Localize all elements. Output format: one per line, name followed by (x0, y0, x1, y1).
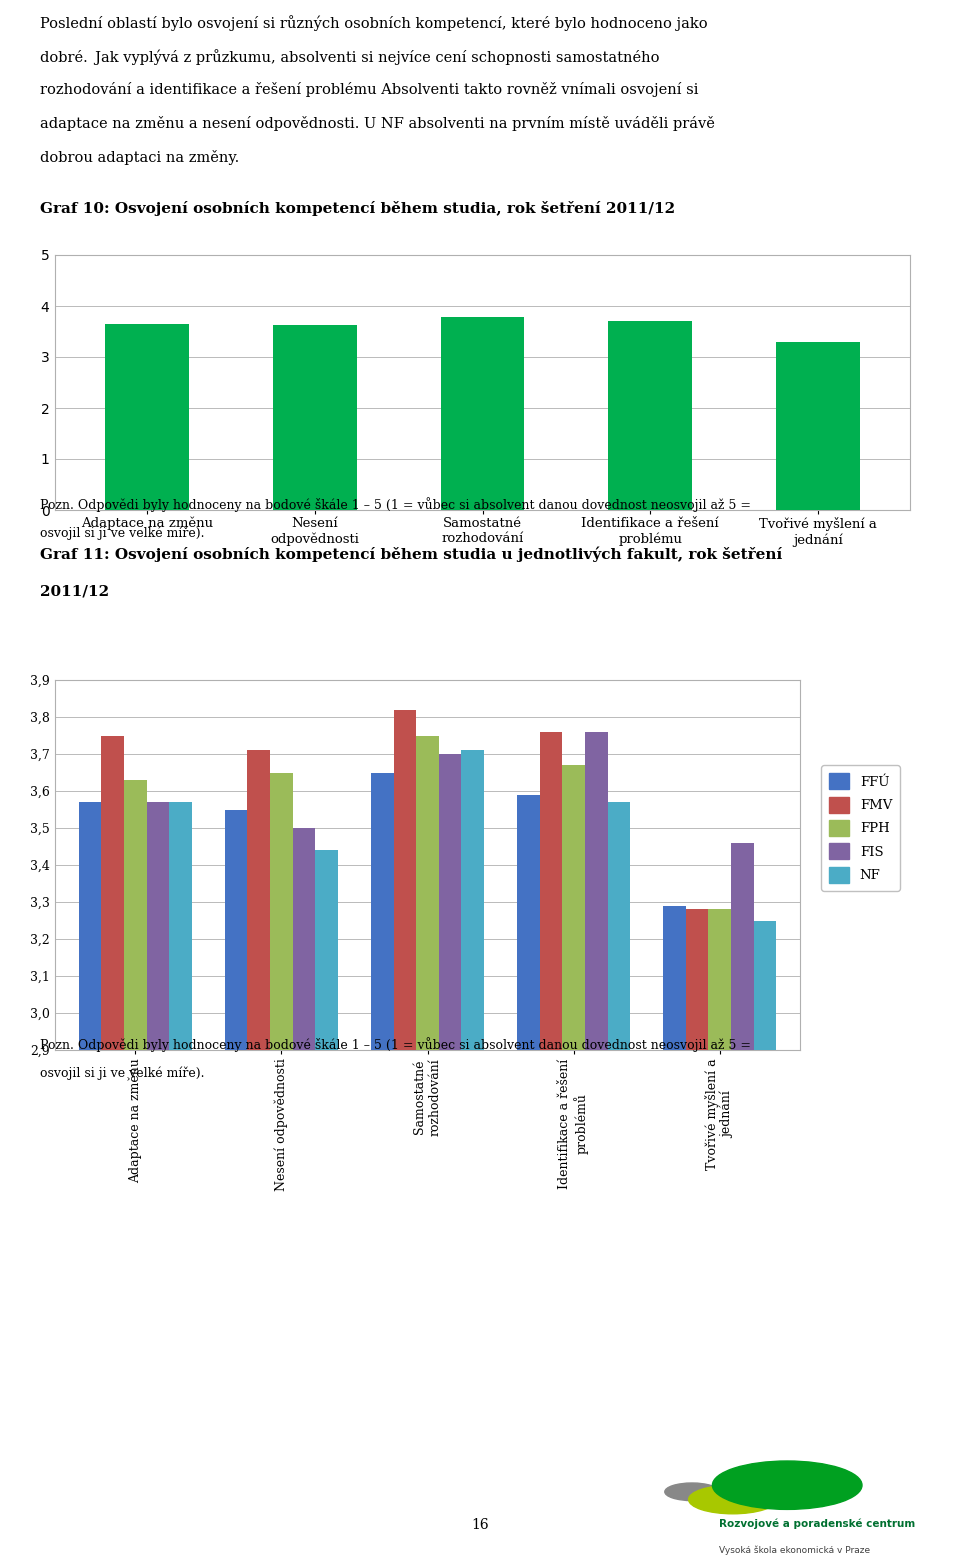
Bar (685, 910, 708, 1566)
Bar (79, 802, 102, 1566)
Circle shape (688, 1485, 777, 1514)
Text: 2011/12: 2011/12 (40, 584, 109, 598)
Bar (417, 736, 439, 1566)
Text: adaptace na změnu a nesení odpovědnosti. U NF absolventi na prvním místě uváděli: adaptace na změnu a nesení odpovědnosti.… (40, 116, 715, 132)
Text: dobré. Jak vyplývá z průzkumu, absolventi si nejvíce cení schopnosti samostatnéh: dobré. Jak vyplývá z průzkumu, absolvent… (40, 49, 660, 64)
Bar (517, 794, 540, 1566)
Bar (609, 321, 692, 511)
Bar (394, 709, 417, 1566)
Bar (102, 736, 124, 1566)
Bar (731, 843, 754, 1566)
Bar (776, 341, 860, 511)
Circle shape (664, 1483, 719, 1500)
Text: Vysoká škola ekonomická v Praze: Vysoká škola ekonomická v Praze (719, 1546, 871, 1555)
Bar (124, 780, 147, 1566)
Bar (270, 772, 293, 1566)
Bar (462, 750, 484, 1566)
Text: osvojil si ji ve velké míře).: osvojil si ji ve velké míře). (40, 526, 204, 540)
Circle shape (712, 1461, 862, 1510)
Text: Graf 10: Osvojení osobních kompetencí během studia, rok šetření 2011/12: Graf 10: Osvojení osobních kompetencí bě… (40, 200, 675, 216)
Text: Pozn. Odpovědi byly hodnoceny na bodové škále 1 – 5 (1 = vůbec si absolvent dano: Pozn. Odpovědi byly hodnoceny na bodové … (40, 1037, 751, 1052)
Text: dobrou adaptaci na změny.: dobrou adaptaci na změny. (40, 149, 239, 164)
Bar (540, 731, 563, 1566)
Text: Rozvojové a poradenské centrum: Rozvojové a poradenské centrum (719, 1517, 916, 1528)
Bar (663, 905, 685, 1566)
Bar (754, 921, 777, 1566)
Bar (293, 828, 316, 1566)
Bar (563, 766, 585, 1566)
Text: Poslední oblastí bylo osvojení si různých osobních kompetencí, které bylo hodnoc: Poslední oblastí bylo osvojení si různýc… (40, 16, 708, 31)
Bar (169, 802, 192, 1566)
Bar (439, 753, 462, 1566)
Bar (248, 750, 270, 1566)
Bar (273, 326, 357, 511)
Text: osvojil si ji ve velké míře).: osvojil si ji ve velké míře). (40, 1066, 204, 1081)
Bar (585, 731, 608, 1566)
Bar (147, 802, 169, 1566)
Bar (441, 318, 524, 511)
Bar (708, 910, 731, 1566)
Bar (106, 324, 189, 511)
Text: 16: 16 (471, 1517, 489, 1532)
Bar (371, 772, 394, 1566)
Text: rozhodování a identifikace a řešení problému Absolventi takto rovněž vnímali osv: rozhodování a identifikace a řešení prob… (40, 83, 699, 97)
Bar (608, 802, 630, 1566)
Legend: FFÚ, FMV, FPH, FIS, NF: FFÚ, FMV, FPH, FIS, NF (822, 766, 900, 891)
Bar (225, 810, 248, 1566)
Bar (316, 850, 338, 1566)
Text: Pozn. Odpovědi byly hodnoceny na bodové škále 1 – 5 (1 = vůbec si absolvent dano: Pozn. Odpovědi byly hodnoceny na bodové … (40, 496, 751, 512)
Text: Graf 11: Osvojení osobních kompetencí během studia u jednotlivých fakult, rok še: Graf 11: Osvojení osobních kompetencí bě… (40, 547, 782, 562)
